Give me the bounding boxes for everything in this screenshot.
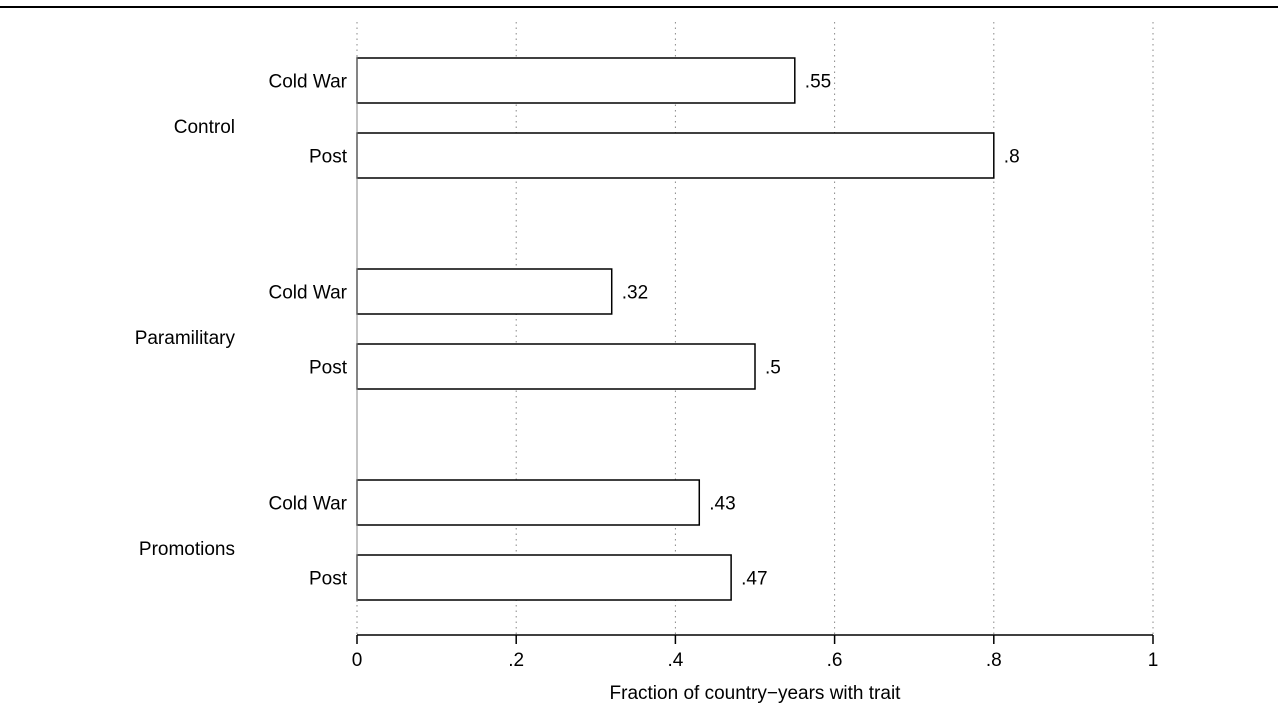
bar-value-label: .5	[765, 358, 781, 379]
group-label: Paramilitary	[135, 328, 236, 349]
bar-value-label: .43	[709, 494, 735, 515]
bar-promotions-cold-war	[356, 479, 701, 526]
x-tick-label: .6	[827, 650, 843, 671]
group-label: Promotions	[139, 539, 235, 560]
x-tick-label: 0	[352, 650, 363, 671]
gridlines	[356, 22, 1154, 635]
bar-category-label: Post	[309, 147, 348, 168]
bar-value-label: .47	[741, 569, 767, 590]
bars: Cold War .55 Post .8 Control Cold War .32 Post.…	[135, 57, 1020, 601]
group-label: Control	[174, 117, 235, 138]
x-tick-label: .2	[508, 650, 524, 671]
bar-paramilitary-cold-war	[356, 268, 613, 315]
bar-category-label: Post	[309, 569, 348, 590]
bar-control-post	[356, 132, 995, 179]
x-tick-label: .4	[667, 650, 683, 671]
bar-control-cold-war	[356, 57, 796, 104]
bar-value-label: .32	[622, 283, 648, 304]
bar-category-label: Cold War	[269, 283, 348, 304]
bar-value-label: .55	[805, 72, 831, 93]
bar-category-label: Cold War	[269, 72, 348, 93]
bar-category-label: Cold War	[269, 494, 348, 515]
bar-promotions-post	[356, 554, 732, 601]
x-axis-title: Fraction of country−years with trait	[610, 683, 902, 704]
x-tick-label: 1	[1148, 650, 1159, 671]
bar-paramilitary-post	[356, 343, 756, 390]
x-axis: 0 .2 .4 .6 .8 1	[352, 56, 1159, 671]
x-tick-label: .8	[986, 650, 1002, 671]
bar-value-label: .8	[1004, 147, 1020, 168]
bar-category-label: Post	[309, 358, 348, 379]
